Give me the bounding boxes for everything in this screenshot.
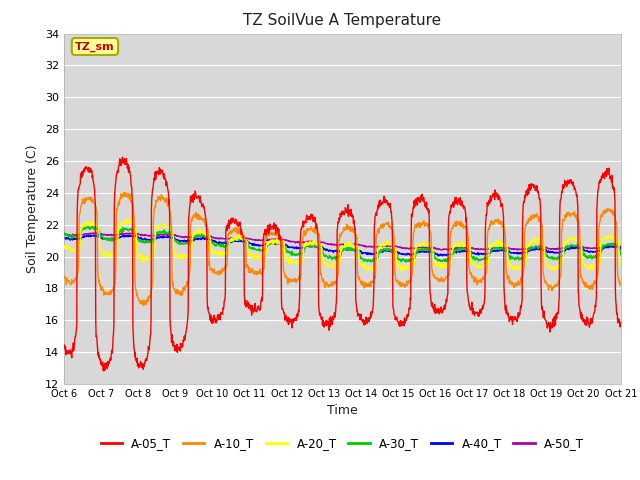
Line: A-05_T: A-05_T (64, 157, 621, 371)
Line: A-40_T: A-40_T (64, 235, 621, 256)
A-50_T (514, 247, 522, 253)
A-40_T (502, 249, 510, 254)
A-50_T (60, 231, 68, 237)
A-20_T (60, 243, 68, 249)
A-50_T (617, 244, 625, 250)
A-30_T (84, 223, 92, 229)
A-10_T (429, 271, 437, 277)
A-10_T (172, 288, 179, 294)
A-50_T (502, 245, 509, 251)
A-50_T (429, 245, 437, 251)
A-20_T (246, 250, 254, 256)
A-20_T (184, 252, 192, 257)
A-50_T (92, 229, 100, 235)
A-10_T (185, 279, 193, 285)
A-05_T (502, 311, 510, 316)
A-10_T (140, 302, 148, 308)
A-10_T (502, 267, 510, 273)
A-10_T (552, 284, 559, 289)
A-40_T (171, 236, 179, 241)
A-10_T (60, 273, 68, 279)
A-20_T (122, 216, 130, 222)
A-20_T (397, 269, 405, 275)
Text: TZ_sm: TZ_sm (75, 41, 115, 52)
A-50_T (552, 246, 559, 252)
A-40_T (552, 250, 559, 256)
A-50_T (184, 235, 192, 240)
A-40_T (617, 246, 625, 252)
A-10_T (617, 282, 625, 288)
A-40_T (246, 240, 254, 246)
A-30_T (402, 259, 410, 265)
A-40_T (60, 234, 68, 240)
A-05_T (617, 320, 625, 325)
A-05_T (247, 306, 255, 312)
A-30_T (552, 255, 559, 261)
Y-axis label: Soil Temperature (C): Soil Temperature (C) (26, 144, 39, 273)
A-40_T (435, 253, 442, 259)
A-20_T (502, 243, 510, 249)
A-30_T (171, 238, 179, 244)
A-10_T (121, 189, 129, 195)
A-30_T (60, 230, 68, 236)
A-20_T (617, 261, 625, 267)
A-50_T (246, 236, 254, 241)
A-05_T (185, 216, 193, 222)
A-20_T (429, 256, 437, 262)
A-05_T (429, 305, 437, 311)
Title: TZ SoilVue A Temperature: TZ SoilVue A Temperature (243, 13, 442, 28)
A-05_T (60, 342, 68, 348)
A-40_T (429, 249, 437, 254)
Legend: A-05_T, A-10_T, A-20_T, A-30_T, A-40_T, A-50_T: A-05_T, A-10_T, A-20_T, A-30_T, A-40_T, … (96, 433, 589, 455)
A-05_T (100, 368, 108, 373)
A-05_T (172, 343, 179, 348)
X-axis label: Time: Time (327, 405, 358, 418)
A-30_T (184, 240, 192, 246)
A-40_T (184, 239, 192, 244)
A-30_T (429, 250, 437, 256)
A-05_T (552, 322, 559, 328)
A-20_T (552, 265, 559, 271)
Line: A-50_T: A-50_T (64, 232, 621, 250)
A-30_T (502, 248, 510, 253)
Line: A-30_T: A-30_T (64, 226, 621, 262)
A-20_T (171, 249, 179, 254)
A-50_T (171, 232, 179, 238)
A-05_T (118, 154, 126, 160)
Line: A-20_T: A-20_T (64, 219, 621, 272)
Line: A-10_T: A-10_T (64, 192, 621, 305)
A-40_T (86, 232, 94, 238)
A-30_T (617, 252, 625, 258)
A-10_T (247, 268, 255, 274)
A-30_T (246, 245, 254, 251)
